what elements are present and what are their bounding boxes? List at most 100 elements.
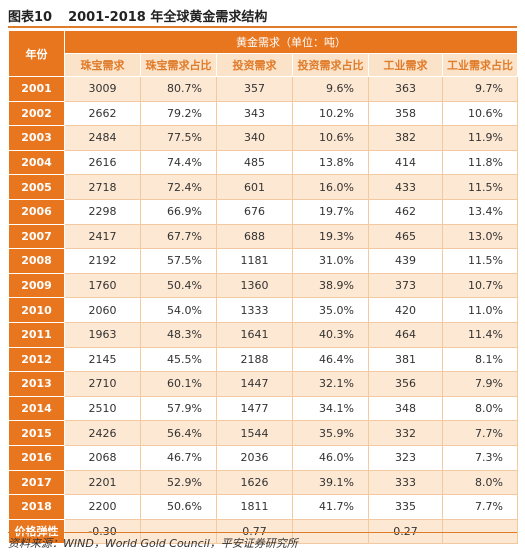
table-cell: 1641: [216, 321, 293, 348]
table-cell: 2484: [64, 125, 141, 151]
figure-title-bar: 图表10 2001-2018 年全球黄金需求结构: [8, 4, 517, 28]
figure-title: 2001-2018 年全球黄金需求结构: [68, 9, 268, 25]
table-cell: 13.0%: [442, 223, 518, 250]
table-cell: 433: [368, 174, 443, 200]
table-cell: 10.6%: [292, 125, 369, 151]
table-cell: 34.1%: [292, 395, 369, 422]
year-cell: 2011: [8, 321, 65, 348]
table-cell: 3009: [64, 76, 141, 102]
table-cell: 11.9%: [442, 125, 518, 151]
table-row: 2004 2616 74.4% 485 13.8% 414 11.8%: [8, 149, 518, 176]
table-cell: 8.1%: [442, 346, 518, 373]
table-cell: 52.9%: [140, 469, 217, 496]
table-cell: 11.5%: [442, 174, 518, 200]
elasticity-cell: [442, 518, 518, 545]
year-cell: 2005: [8, 174, 65, 200]
table-cell: 11.8%: [442, 149, 518, 176]
table-row: 2006 2298 66.9% 676 19.7% 462 13.4%: [8, 198, 518, 225]
year-cell: 2009: [8, 272, 65, 299]
table-cell: 2188: [216, 346, 293, 373]
table-row: 2007 2417 67.7% 688 19.3% 465 13.0%: [8, 223, 518, 250]
table-cell: 2145: [64, 346, 141, 373]
table-cell: 2298: [64, 198, 141, 225]
year-cell: 2008: [8, 248, 65, 274]
table-cell: 8.0%: [442, 469, 518, 496]
table-cell: 10.6%: [442, 100, 518, 127]
year-cell: 2013: [8, 371, 65, 397]
table-cell: 40.3%: [292, 321, 369, 348]
table-row: 2003 2484 77.5% 340 10.6% 382 11.9%: [8, 125, 518, 151]
year-cell: 2006: [8, 198, 65, 225]
table-cell: 333: [368, 469, 443, 496]
table-cell: 7.7%: [442, 420, 518, 446]
table-cell: 2036: [216, 444, 293, 471]
table-row: 2015 2426 56.4% 1544 35.9% 332 7.7%: [8, 420, 518, 446]
table-cell: 35.0%: [292, 297, 369, 323]
year-cell: 2003: [8, 125, 65, 151]
table-cell: 2718: [64, 174, 141, 200]
table-cell: 16.0%: [292, 174, 369, 200]
table-cell: 2710: [64, 371, 141, 397]
table-row: 2002 2662 79.2% 343 10.2% 358 10.6%: [8, 100, 518, 127]
year-cell: 2015: [8, 420, 65, 446]
table-cell: 7.7%: [442, 494, 518, 520]
gold-demand-table-wrap: 年份 黄金需求（单位：吨） 珠宝需求 珠宝需求占比 投资需求 投资需求占比 工业需求 工业…: [8, 30, 518, 545]
table-cell: 11.5%: [442, 248, 518, 274]
table-cell: 2662: [64, 100, 141, 127]
table-cell: 601: [216, 174, 293, 200]
table-cell: 1477: [216, 395, 293, 422]
table-cell: 1447: [216, 371, 293, 397]
table-cell: 50.4%: [140, 272, 217, 299]
year-cell: 2018: [8, 494, 65, 520]
table-cell: 688: [216, 223, 293, 250]
table-cell: 46.4%: [292, 346, 369, 373]
table-row: 2017 2201 52.9% 1626 39.1% 333 8.0%: [8, 469, 518, 496]
table-cell: 464: [368, 321, 443, 348]
table-row: 2016 2068 46.7% 2036 46.0% 323 7.3%: [8, 444, 518, 471]
table-cell: 45.5%: [140, 346, 217, 373]
table-cell: 2200: [64, 494, 141, 520]
table-cell: 414: [368, 149, 443, 176]
table-cell: 363: [368, 76, 443, 102]
table-cell: 57.9%: [140, 395, 217, 422]
table-cell: 2426: [64, 420, 141, 446]
table-cell: 60.1%: [140, 371, 217, 397]
elasticity-cell: 0.27: [368, 518, 443, 545]
table-cell: 66.9%: [140, 198, 217, 225]
table-cell: 9.6%: [292, 76, 369, 102]
table-row: 2009 1760 50.4% 1360 38.9% 373 10.7%: [8, 272, 518, 299]
table-cell: 1544: [216, 420, 293, 446]
table-cell: 382: [368, 125, 443, 151]
table-row: 2001 3009 80.7% 357 9.6% 363 9.7%: [8, 76, 518, 102]
table-cell: 67.7%: [140, 223, 217, 250]
table-cell: 485: [216, 149, 293, 176]
table-cell: 80.7%: [140, 76, 217, 102]
elasticity-row: 价格弹性 -0.30 0.77 0.27: [8, 518, 518, 545]
table-cell: 31.0%: [292, 248, 369, 274]
table-cell: 1963: [64, 321, 141, 348]
table-row: 2008 2192 57.5% 1181 31.0% 439 11.5%: [8, 248, 518, 274]
table-cell: 13.4%: [442, 198, 518, 225]
table-cell: 357: [216, 76, 293, 102]
year-cell: 2012: [8, 346, 65, 373]
column-header: 工业需求: [368, 53, 443, 77]
elasticity-label: 价格弹性: [8, 518, 65, 545]
table-cell: 2060: [64, 297, 141, 323]
table-cell: 72.4%: [140, 174, 217, 200]
table-cell: 38.9%: [292, 272, 369, 299]
table-cell: 2201: [64, 469, 141, 496]
table-cell: 2192: [64, 248, 141, 274]
table-cell: 11.0%: [442, 297, 518, 323]
table-cell: 13.8%: [292, 149, 369, 176]
year-cell: 2017: [8, 469, 65, 496]
table-cell: 1626: [216, 469, 293, 496]
table-row: 2010 2060 54.0% 1333 35.0% 420 11.0%: [8, 297, 518, 323]
table-cell: 439: [368, 248, 443, 274]
table-cell: 1333: [216, 297, 293, 323]
table-cell: 46.0%: [292, 444, 369, 471]
table-row: 2011 1963 48.3% 1641 40.3% 464 11.4%: [8, 321, 518, 348]
table-cell: 79.2%: [140, 100, 217, 127]
table-cell: 335: [368, 494, 443, 520]
table-cell: 54.0%: [140, 297, 217, 323]
table-cell: 1760: [64, 272, 141, 299]
